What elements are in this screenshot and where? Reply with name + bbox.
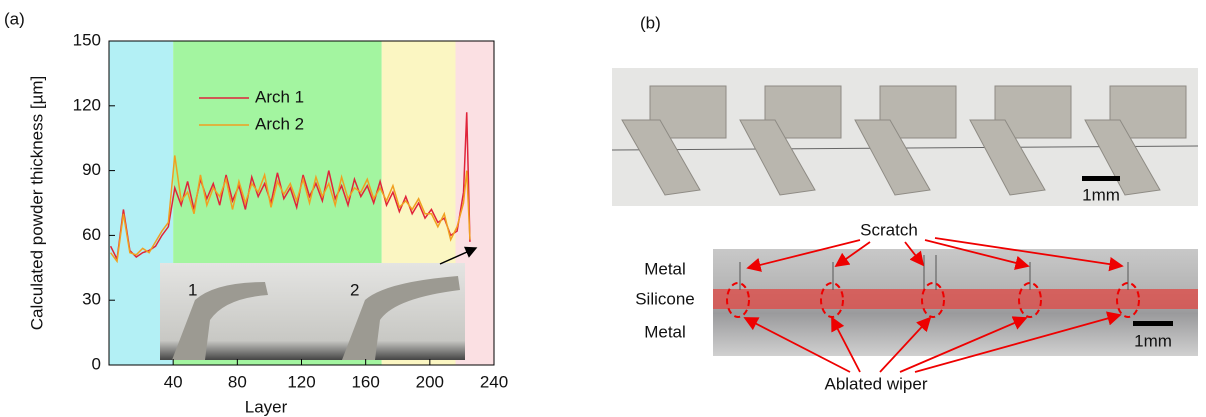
callout: Scratch — [860, 220, 918, 239]
y-tick-label: 60 — [82, 225, 101, 244]
y-tick-label: 90 — [82, 160, 101, 179]
inset-label: 1 — [188, 280, 197, 299]
scale-bar-label: 1mm — [1134, 331, 1172, 350]
x-tick-label: 80 — [228, 372, 247, 391]
legend-label: Arch 2 — [255, 114, 304, 133]
x-tick-label: 200 — [416, 372, 444, 391]
y-axis-label: Calculated powder thickness [µm] — [27, 76, 46, 331]
layer-label: Metal — [644, 259, 686, 278]
panel-label: (a) — [4, 9, 25, 28]
scale-bar-label: 1mm — [1082, 185, 1120, 204]
y-tick-label: 30 — [82, 290, 101, 309]
layer-label: Metal — [644, 322, 686, 341]
x-tick-label: 120 — [287, 372, 315, 391]
x-tick-label: 40 — [164, 372, 183, 391]
photo-bottom — [713, 238, 1198, 372]
x-tick-label: 160 — [351, 372, 379, 391]
layer-label: Silicone — [635, 289, 695, 308]
x-tick-label: 240 — [480, 372, 508, 391]
panel-label: (b) — [640, 13, 661, 32]
legend-label: Arch 1 — [255, 87, 304, 106]
y-tick-label: 150 — [73, 30, 101, 49]
inset-label: 2 — [350, 280, 359, 299]
inset-photo — [160, 248, 476, 360]
y-tick-label: 0 — [92, 354, 101, 373]
y-tick-label: 120 — [73, 95, 101, 114]
figure: (a) (b) 1203060901201504080120160200240A… — [0, 0, 1206, 417]
x-axis-label: Layer — [245, 397, 288, 416]
callout: Ablated wiper — [824, 374, 927, 393]
